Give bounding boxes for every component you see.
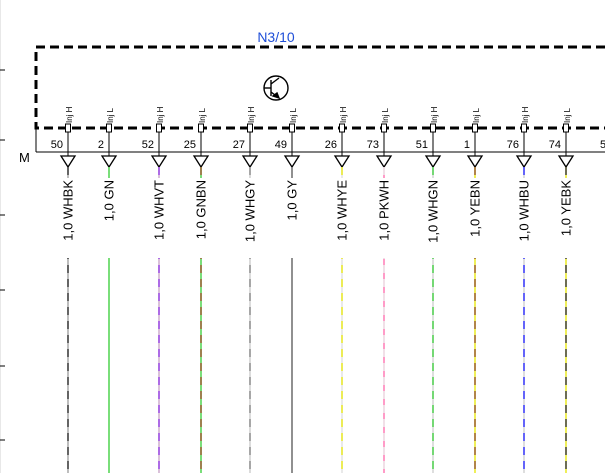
pin-1: Inj L 1 1,0 YEBN bbox=[464, 107, 484, 473]
wire-label-bg bbox=[517, 178, 531, 258]
connector-triangle-icon bbox=[283, 155, 301, 169]
wire-label: 1,0 WHBU bbox=[517, 180, 532, 241]
row-label: M bbox=[19, 150, 30, 165]
connector-triangle-icon bbox=[150, 155, 168, 169]
pin-number: 26 bbox=[325, 139, 337, 151]
pin-51: Inj H 51 1,0 WHGN bbox=[416, 106, 442, 473]
wire-label-bg bbox=[61, 178, 75, 258]
pin-tag: Inj L bbox=[198, 107, 207, 123]
wire-label: 1,0 WHGY bbox=[243, 180, 258, 242]
pin-number: 74 bbox=[549, 139, 561, 151]
pin-tag: Inj L bbox=[106, 107, 115, 123]
wire-label-bg bbox=[377, 178, 391, 258]
pin-tag: Inj L bbox=[289, 107, 298, 123]
pin-socket bbox=[106, 123, 112, 133]
pin-26: Inj H 26 1,0 WHYE bbox=[325, 106, 351, 473]
pin-number: 2 bbox=[98, 139, 104, 151]
pin-tag: Inj L bbox=[472, 107, 481, 123]
pin-number: 76 bbox=[507, 139, 519, 151]
pin-socket bbox=[247, 123, 253, 133]
pin-socket bbox=[472, 123, 478, 133]
pin-tag: Inj H bbox=[430, 106, 439, 123]
connector-triangle-icon bbox=[515, 155, 533, 169]
wire-label: 1,0 YEBN bbox=[468, 180, 483, 237]
wire-label-bg bbox=[243, 178, 257, 258]
pin-socket bbox=[339, 123, 345, 133]
connector-triangle-icon bbox=[466, 155, 484, 169]
wire-label-bg bbox=[194, 178, 208, 258]
pin-tag: Inj H bbox=[65, 106, 74, 123]
connector-triangle-icon bbox=[241, 155, 259, 169]
connector-triangle-icon bbox=[375, 155, 393, 169]
pin-socket bbox=[198, 123, 204, 133]
pin-socket bbox=[563, 123, 569, 133]
pin-tag: Inj L bbox=[563, 107, 572, 123]
left-margin bbox=[0, 0, 5, 473]
pin-25: Inj L 25 1,0 GNBN bbox=[184, 107, 210, 473]
pin-number: 1 bbox=[464, 139, 470, 151]
pin-number: 52 bbox=[142, 139, 154, 151]
connector-triangle-icon bbox=[333, 155, 351, 169]
edge-pin-number: 5 bbox=[600, 139, 605, 151]
wire-label: 1,0 PKWH bbox=[377, 180, 392, 241]
pin-tag: Inj H bbox=[247, 106, 256, 123]
pin-number: 51 bbox=[416, 139, 428, 151]
pin-52: Inj H 52 1,0 WHVT bbox=[142, 106, 168, 473]
module-boundary bbox=[34, 45, 605, 130]
pin-socket bbox=[430, 123, 436, 133]
wire-label: 1,0 WHGN bbox=[426, 180, 441, 243]
wire-label-bg bbox=[468, 178, 482, 258]
connector-triangle-icon bbox=[100, 155, 118, 169]
pin-73: Inj L 73 1,0 PKWH bbox=[367, 107, 393, 473]
wire-label: 1,0 WHVT bbox=[152, 180, 167, 240]
pin-socket bbox=[521, 123, 527, 133]
connector-triangle-icon bbox=[557, 155, 575, 169]
pin-tag: Inj L bbox=[381, 107, 390, 123]
pin-27: Inj H 27 1,0 WHGY bbox=[233, 106, 259, 473]
wire-label: 1,0 WHYE bbox=[335, 180, 350, 241]
pin-socket bbox=[289, 123, 295, 133]
pin-group: Inj H 50 1,0 WHBK Inj L 2 1,0 GN Inj H 52 1,0 WH… bbox=[51, 106, 575, 473]
pin-50: Inj H 50 1,0 WHBK bbox=[51, 106, 77, 473]
connector-triangle-icon bbox=[424, 155, 442, 169]
pin-socket bbox=[65, 123, 71, 133]
pin-2: Inj L 2 1,0 GN bbox=[98, 107, 118, 473]
pin-tag: Inj H bbox=[339, 106, 348, 123]
wire-label-bg bbox=[152, 178, 166, 258]
wire-label: 1,0 WHBK bbox=[61, 180, 76, 241]
wire-label-bg bbox=[559, 178, 573, 258]
wire-label: 1,0 YEBK bbox=[559, 180, 574, 236]
wire-label-bg bbox=[102, 178, 116, 258]
pin-number: 73 bbox=[367, 139, 379, 151]
wire-label-bg bbox=[335, 178, 349, 258]
wire-label: 1,0 GNBN bbox=[194, 180, 209, 239]
transistor-icon bbox=[263, 75, 289, 101]
connector-triangle-icon bbox=[59, 155, 77, 169]
wire-label: 1,0 GY bbox=[285, 180, 300, 221]
wire-label-bg bbox=[285, 178, 299, 258]
pin-number: 49 bbox=[275, 139, 287, 151]
pin-socket bbox=[381, 123, 387, 133]
connector-triangle-icon bbox=[192, 155, 210, 169]
pin-tag: Inj H bbox=[156, 106, 165, 123]
wire-label-bg bbox=[426, 178, 440, 258]
pin-socket bbox=[156, 123, 162, 133]
pin-number: 25 bbox=[184, 139, 196, 151]
module-name: N3/10 bbox=[257, 29, 295, 45]
pin-74: Inj L 74 1,0 YEBK bbox=[549, 107, 575, 473]
pin-number: 50 bbox=[51, 139, 63, 151]
pin-76: Inj H 76 1,0 WHBU bbox=[507, 106, 533, 473]
pin-number: 27 bbox=[233, 139, 245, 151]
pin-tag: Inj H bbox=[521, 106, 530, 123]
wire-label: 1,0 GN bbox=[102, 180, 117, 221]
pin-49: Inj L 49 1,0 GY bbox=[275, 107, 301, 473]
